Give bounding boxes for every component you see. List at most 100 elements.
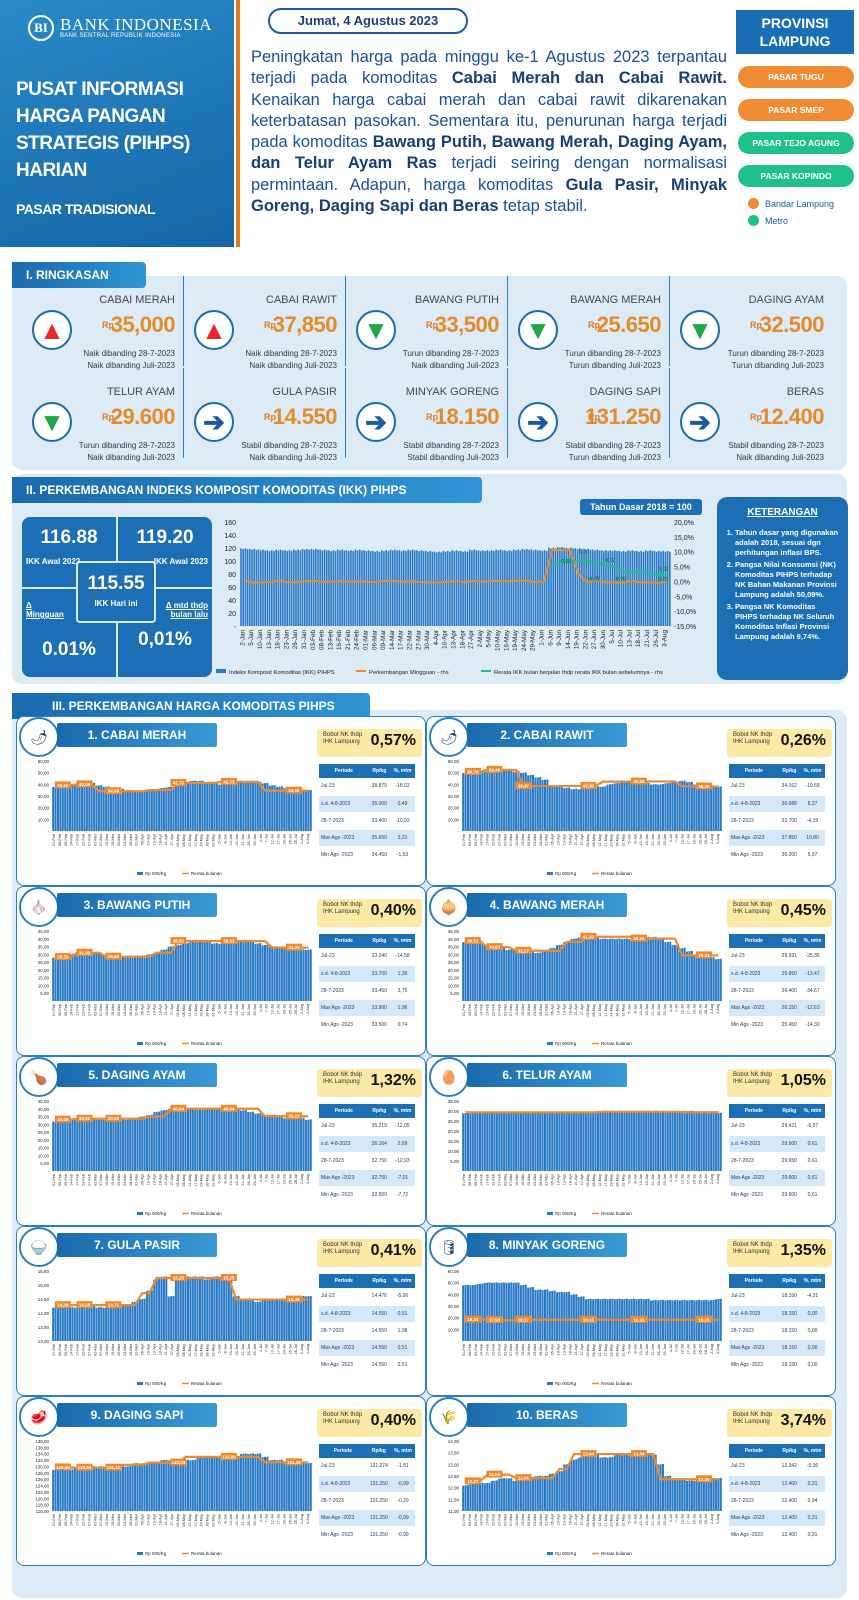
y-tick-label: 15,00	[448, 1139, 460, 1144]
price-bar	[52, 957, 55, 1001]
price-bar	[218, 1276, 221, 1341]
market-button[interactable]: PASAR TUGU	[738, 66, 854, 88]
table-row: s.d. 4-8-2023 131.250 -0,99	[319, 1475, 415, 1493]
x-tick-label: 4-Jul	[669, 1174, 673, 1182]
table-cell: 28-7-2023	[729, 812, 779, 830]
price-bar	[507, 1282, 510, 1341]
price-bar	[203, 782, 206, 831]
arrow-down-icon: ▼	[518, 310, 558, 350]
x-tick-label: 12-May	[188, 834, 192, 847]
y-tick-label: 40,00	[38, 1107, 50, 1112]
commodity-name: DAGING AYAM	[748, 294, 824, 306]
table-cell: s.d. 4-8-2023	[319, 795, 369, 813]
price-bar	[64, 955, 67, 1001]
table-row: s.d. 4-8-2023 25.950 -13,47	[729, 965, 825, 983]
table-row: Max Ags -2023 33.900 1,96	[319, 999, 415, 1017]
x-tick-label: 10-Jan	[257, 630, 264, 650]
ikk-bar	[440, 552, 442, 626]
price-bar	[259, 1453, 262, 1511]
ikk-bar	[427, 551, 429, 626]
price-bar	[186, 781, 189, 831]
ikk-mtd-value: 0,01%	[138, 629, 192, 650]
price-bar	[235, 941, 238, 1001]
price-bar	[59, 785, 62, 831]
price-bar	[707, 1478, 710, 1511]
table-header: %, mtm	[800, 1104, 825, 1118]
ikk-bar	[262, 549, 264, 626]
x-tick-label: 10-Mar	[515, 1343, 519, 1356]
price-bars	[52, 940, 312, 1001]
x-tick-label: 26-Jul	[653, 630, 660, 647]
price-bar	[199, 941, 202, 1001]
table-header: %, mtm	[800, 934, 825, 948]
x-tick-label: 28-Mar	[129, 1513, 133, 1526]
price-bar	[676, 944, 679, 1001]
table-row: Max Ags -2023 29.600 0,61	[729, 1169, 825, 1187]
avg-data-label: 33,60	[108, 1116, 120, 1121]
price-bar	[471, 941, 474, 1001]
table-cell: Min Ags -2023	[729, 1526, 779, 1544]
commodity-name: BAWANG PUTIH	[414, 294, 499, 306]
table-header: Rp/kg	[778, 934, 801, 948]
x-tick-label: 01-Feb	[52, 1174, 56, 1186]
price-bar	[551, 785, 554, 831]
market-button[interactable]: PASAR TEJO AGUNG	[738, 132, 854, 154]
x-tick-label: 18-Apr	[568, 1513, 572, 1525]
x-tick-label: 26-Jun	[657, 834, 661, 846]
price-bar	[112, 1466, 115, 1511]
x-tick-label: 16-Jun	[645, 834, 649, 846]
avg-label-bg	[76, 780, 93, 788]
y2-tick-label: 10,0%	[674, 550, 694, 557]
x-tick-label: 13-Jun	[639, 1004, 643, 1016]
price-bar	[162, 1276, 165, 1341]
x-tick-label: 17-Jul	[277, 834, 281, 844]
x-tick-label: 09-Feb	[474, 1514, 478, 1526]
price-bar	[635, 782, 638, 831]
price-bar	[271, 1299, 274, 1341]
table-cell: 0,31	[800, 1526, 825, 1544]
price-bar	[700, 786, 703, 831]
ikk-bar	[248, 548, 251, 626]
x-tick-label: 05-Apr	[551, 1513, 555, 1525]
price-bar	[645, 1111, 648, 1171]
price-bar	[292, 1296, 295, 1341]
price-bar	[251, 1111, 254, 1171]
price-bar	[690, 781, 693, 831]
avg-data-label: 39,10	[57, 783, 69, 788]
price-bar	[88, 1118, 91, 1171]
price-bar	[172, 1108, 175, 1171]
price-bar	[285, 1299, 288, 1341]
table-cell: 3,21	[390, 829, 415, 847]
ikk-bar	[647, 551, 649, 626]
ikk-bar	[268, 551, 271, 626]
x-tick-label: 23-Mar	[533, 1343, 537, 1356]
x-tick-label: 16-Jun	[235, 1004, 239, 1016]
market-button[interactable]: PASAR SMEP	[738, 99, 854, 121]
price-bar	[503, 770, 506, 831]
table-cell: 32.500	[368, 1186, 391, 1204]
ikk-bar	[537, 550, 539, 626]
price-bar	[300, 949, 303, 1001]
x-tick-label: 27-Apr	[580, 1173, 584, 1185]
table-row: Jul-23 14.476 -5,06	[319, 1288, 415, 1306]
x-tick-label: 17-Feb	[76, 1344, 80, 1356]
x-tick-label: 22-Feb	[492, 1344, 496, 1356]
price-bar	[59, 1469, 62, 1511]
ikk-bar	[484, 551, 486, 626]
price-bar	[666, 1476, 669, 1511]
market-button[interactable]: PASAR KOPINDO	[738, 165, 854, 187]
table-cell: -34,67	[800, 982, 825, 1000]
x-tick-label: 17-Feb	[486, 1174, 490, 1186]
table-row: s.d. 4-8-2023 36.988 8,27	[729, 795, 825, 813]
price-bar	[208, 1108, 211, 1171]
price-bar	[309, 1119, 312, 1171]
ikk-bar	[605, 550, 607, 626]
price-bar	[493, 1480, 496, 1511]
price-bar	[584, 937, 587, 1001]
price-bar	[208, 941, 211, 1001]
ikk-bar	[638, 551, 640, 626]
price-bar	[261, 783, 264, 831]
ikk-bar	[257, 549, 260, 626]
x-tick-label: 15-Mar	[521, 833, 525, 846]
x-tick-label: 20-Mar	[117, 1003, 121, 1016]
